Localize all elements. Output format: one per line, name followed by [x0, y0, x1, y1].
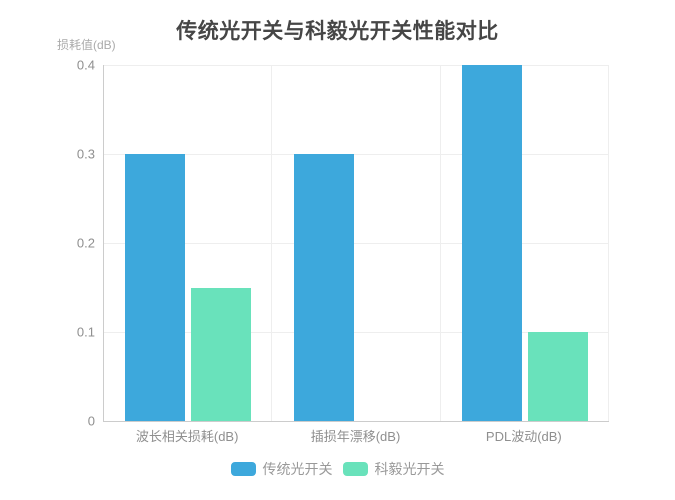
- legend-item-0[interactable]: 传统光开关: [230, 461, 333, 477]
- y-tick-label: 0.4: [76, 57, 95, 73]
- gridline-horizontal: [104, 332, 609, 333]
- x-category-label: 波长相关损耗(dB): [135, 429, 239, 444]
- y-axis-name: 损耗值(dB): [57, 38, 116, 52]
- legend-swatch-icon: [342, 462, 368, 476]
- legend-swatch-icon: [230, 462, 256, 476]
- bar-series-0-category-1[interactable]: [293, 154, 354, 421]
- legend-label: 科毅光开关: [374, 461, 445, 477]
- y-tick-label: 0.1: [76, 324, 95, 340]
- bar-series-1-category-0[interactable]: [191, 287, 252, 421]
- bar-series-0-category-2[interactable]: [461, 65, 522, 421]
- plot-area: [103, 65, 609, 422]
- x-category-label: 插损年漂移(dB): [310, 429, 401, 444]
- legend-item-1[interactable]: 科毅光开关: [342, 461, 445, 477]
- gridline-vertical: [271, 65, 273, 421]
- gridline-horizontal: [104, 65, 609, 66]
- bar-series-0-category-0[interactable]: [125, 154, 186, 421]
- y-tick-label: 0.2: [76, 235, 95, 251]
- legend-label: 传统光开关: [262, 461, 333, 477]
- gridline-vertical: [439, 65, 441, 421]
- y-tick-label: 0: [87, 413, 95, 429]
- chart-title: 传统光开关与科毅光开关性能对比: [176, 20, 499, 43]
- gridline-horizontal: [104, 243, 609, 244]
- legend: 传统光开关 科毅光开关: [0, 462, 675, 476]
- x-category-label: PDL波动(dB): [485, 429, 562, 444]
- y-tick-label: 0.3: [76, 146, 95, 162]
- bar-series-1-category-2[interactable]: [527, 332, 588, 421]
- gridline-horizontal: [104, 154, 609, 155]
- gridline-vertical: [608, 65, 609, 421]
